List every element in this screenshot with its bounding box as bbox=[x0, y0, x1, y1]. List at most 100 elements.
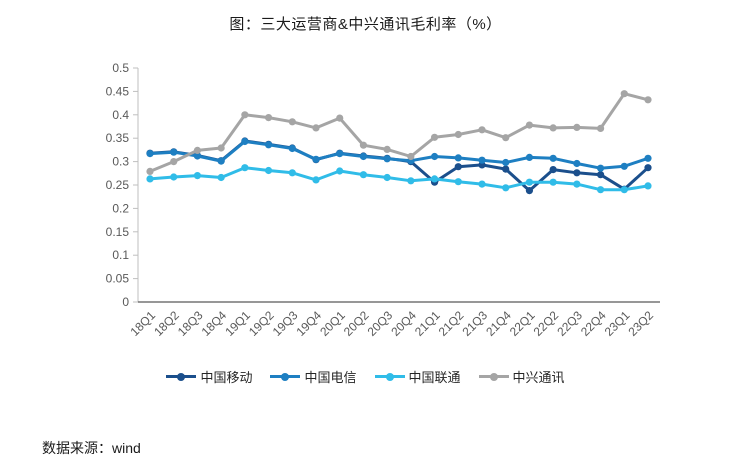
series-marker-china-unicom bbox=[430, 175, 439, 183]
series-marker-china-unicom bbox=[170, 173, 178, 181]
series-marker-zte bbox=[146, 167, 154, 175]
gross-margin-line-chart: 0 0.05 0.1 0.15 0.2 0.25 0.3 0.35 0.4 0.45 0.5 18Q1… bbox=[106, 61, 660, 339]
y-axis-label: 0.5 bbox=[112, 61, 129, 75]
series-marker-china-unicom bbox=[478, 180, 486, 188]
series-marker-china-unicom bbox=[146, 175, 154, 183]
series-marker-china-unicom bbox=[383, 173, 391, 182]
series-marker-china-unicom bbox=[549, 178, 557, 186]
series-marker-china-telecom bbox=[525, 153, 534, 161]
series-marker-china-unicom bbox=[407, 177, 415, 185]
series-marker-china-mobile bbox=[525, 187, 534, 195]
series-marker-china-telecom bbox=[454, 154, 462, 162]
x-axis-label: 22Q2 bbox=[531, 308, 562, 339]
series-marker-zte bbox=[620, 90, 628, 98]
series-marker-china-mobile bbox=[596, 171, 605, 179]
series-marker-china-telecom bbox=[264, 141, 273, 149]
x-axis-label: 23Q2 bbox=[625, 308, 656, 339]
legend-line-marker-swatch bbox=[374, 372, 405, 381]
x-axis-label: 21Q4 bbox=[483, 308, 514, 339]
legend-dot bbox=[385, 372, 394, 381]
series-marker-china-telecom bbox=[573, 159, 581, 168]
series-marker-china-telecom bbox=[146, 150, 154, 158]
series-marker-zte bbox=[241, 111, 249, 119]
series-marker-zte bbox=[573, 123, 581, 131]
legend-dot bbox=[281, 372, 290, 381]
series-marker-china-telecom bbox=[170, 148, 178, 156]
series-marker-china-telecom bbox=[336, 150, 344, 158]
series-marker-zte bbox=[383, 145, 391, 153]
series-marker-zte bbox=[312, 124, 320, 132]
series-marker-zte bbox=[288, 118, 296, 126]
series-marker-china-telecom bbox=[241, 137, 249, 146]
series-marker-zte bbox=[502, 134, 510, 142]
series-marker-china-unicom bbox=[359, 171, 368, 179]
legend-item-zte: 中兴通讯 bbox=[478, 367, 565, 386]
series-marker-china-unicom bbox=[288, 169, 296, 177]
series-marker-zte bbox=[336, 114, 344, 122]
x-axis-label: 22Q1 bbox=[507, 308, 538, 339]
y-axis-label: 0.25 bbox=[106, 178, 130, 192]
series-marker-zte bbox=[596, 124, 605, 132]
series-marker-china-telecom bbox=[288, 144, 296, 153]
series-marker-zte bbox=[549, 124, 557, 132]
legend-label: 中兴通讯 bbox=[512, 370, 565, 385]
series-marker-zte bbox=[217, 144, 225, 152]
series-marker-china-unicom bbox=[502, 184, 510, 192]
legend-dot bbox=[177, 372, 186, 381]
x-axis-label: 20Q4 bbox=[388, 308, 419, 339]
chart-title: 图：三大运营商&中兴通讯毛利率（%） bbox=[229, 16, 502, 33]
x-axis-label: 19Q4 bbox=[293, 308, 324, 339]
series-marker-china-telecom bbox=[596, 164, 605, 172]
series-marker-zte bbox=[454, 130, 462, 139]
series-marker-china-unicom bbox=[620, 186, 628, 194]
legend-line-marker-swatch bbox=[478, 372, 509, 381]
series-line-zte bbox=[148, 92, 650, 173]
series-marker-zte bbox=[430, 133, 439, 141]
series-marker-china-unicom bbox=[644, 182, 652, 190]
series-marker-china-telecom bbox=[217, 157, 225, 165]
y-axis-label: 0.05 bbox=[106, 272, 130, 286]
x-axis-label: 18Q1 bbox=[127, 308, 158, 339]
series-marker-china-telecom bbox=[193, 152, 202, 160]
x-axis-label: 18Q4 bbox=[199, 308, 230, 339]
data-source-note: 数据来源：wind bbox=[42, 440, 141, 456]
y-axis-label: 0 bbox=[122, 295, 129, 309]
series-marker-zte bbox=[264, 114, 273, 122]
x-axis-label: 21Q1 bbox=[412, 308, 443, 339]
x-axis-label: 22Q3 bbox=[554, 308, 585, 339]
x-axis-label: 21Q3 bbox=[459, 308, 490, 339]
series-marker-china-unicom bbox=[193, 172, 202, 180]
series-marker-china-telecom bbox=[430, 152, 439, 161]
x-axis-label: 19Q2 bbox=[246, 308, 277, 339]
y-axis-label: 0.2 bbox=[112, 201, 129, 215]
x-axis-label: 22Q4 bbox=[578, 308, 609, 339]
x-axis-label: 18Q2 bbox=[151, 308, 182, 339]
series-marker-china-unicom bbox=[573, 180, 581, 188]
series-marker-china-telecom bbox=[549, 154, 557, 162]
y-axis-label: 0.45 bbox=[106, 84, 130, 98]
legend-item-china-unicom: 中国联通 bbox=[374, 367, 461, 386]
series-marker-china-unicom bbox=[596, 186, 605, 194]
series-marker-china-mobile bbox=[549, 166, 557, 174]
series-line-china-unicom bbox=[148, 166, 650, 192]
series-marker-china-unicom bbox=[525, 178, 534, 186]
series-marker-zte bbox=[478, 126, 486, 134]
x-axis-label: 20Q1 bbox=[317, 308, 348, 339]
y-axis-label: 0.1 bbox=[112, 248, 129, 262]
y-axis-label: 0.3 bbox=[112, 155, 129, 169]
x-axis-label: 21Q2 bbox=[436, 308, 467, 339]
series-marker-china-unicom bbox=[336, 167, 344, 175]
series-marker-zte bbox=[193, 146, 202, 154]
series-marker-zte bbox=[644, 96, 652, 104]
y-axis-label: 0.35 bbox=[106, 131, 130, 145]
series-marker-china-mobile bbox=[573, 169, 581, 177]
series-marker-zte bbox=[525, 121, 534, 129]
y-axis-label: 0.4 bbox=[112, 108, 129, 122]
series-marker-zte bbox=[170, 158, 178, 166]
series-marker-zte bbox=[407, 152, 415, 161]
series-marker-china-mobile bbox=[454, 163, 462, 171]
x-axis-label: 18Q3 bbox=[175, 308, 206, 339]
legend-label: 中国联通 bbox=[408, 370, 461, 385]
series-marker-china-unicom bbox=[217, 173, 225, 182]
legend-label: 中国电信 bbox=[304, 370, 357, 385]
